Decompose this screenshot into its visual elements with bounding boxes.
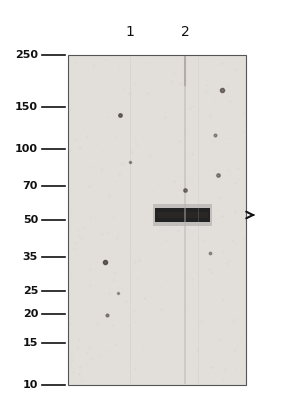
Text: 150: 150 [15, 102, 38, 112]
Text: 15: 15 [23, 338, 38, 348]
Text: 10: 10 [23, 380, 38, 390]
Text: 250: 250 [15, 50, 38, 60]
Text: 1: 1 [126, 25, 135, 39]
Bar [155, 208, 210, 222]
Text: 25: 25 [23, 286, 38, 296]
Text: 70: 70 [23, 180, 38, 190]
Bar [68, 55, 246, 385]
Bar [153, 204, 212, 226]
Bar [157, 212, 208, 218]
Text: 100: 100 [15, 144, 38, 154]
Text: 2: 2 [181, 25, 189, 39]
Text: 50: 50 [23, 215, 38, 225]
Text: 35: 35 [23, 252, 38, 262]
Text: 20: 20 [23, 309, 38, 319]
